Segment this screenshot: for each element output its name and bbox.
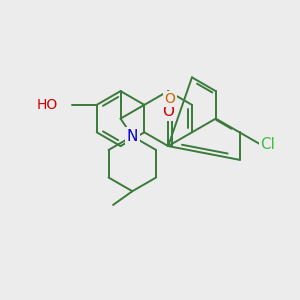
Text: O: O (162, 104, 174, 119)
Text: Cl: Cl (260, 136, 275, 152)
Text: O: O (165, 92, 176, 106)
Text: N: N (127, 129, 138, 144)
Text: HO: HO (37, 98, 58, 112)
